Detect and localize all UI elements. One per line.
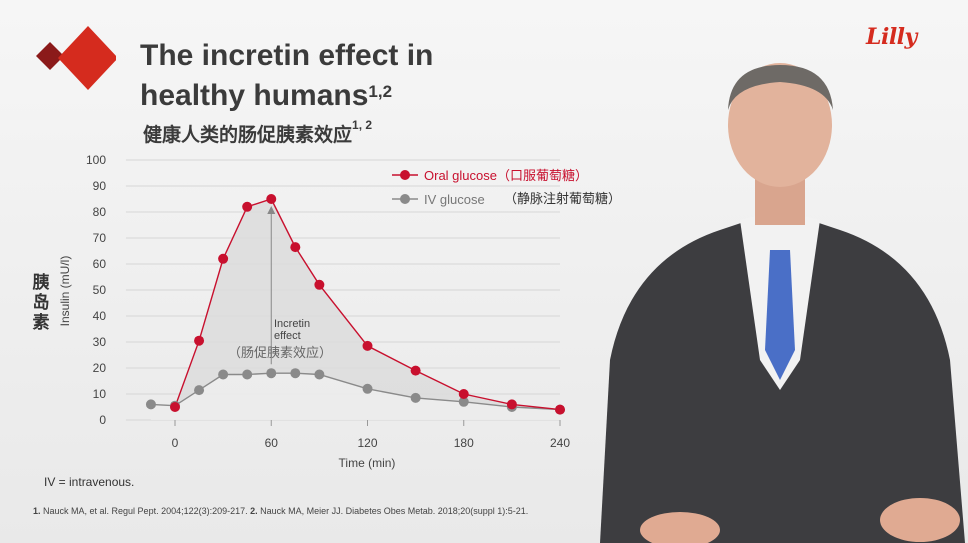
y-tick-label-100: 100	[86, 153, 106, 167]
y-tick-label-10: 10	[93, 387, 107, 401]
annotation-chinese: （肠促胰素效应）	[228, 345, 332, 360]
x-tick-label-120: 120	[357, 436, 377, 450]
y-tick-label-50: 50	[93, 283, 107, 297]
oral-glucose-point-6	[314, 279, 325, 290]
ref-2-text: Nauck MA, Meier JJ. Diabetes Obes Metab.…	[257, 506, 529, 516]
oral-glucose-point-10	[506, 399, 517, 410]
iv-glucose-point-9	[410, 392, 421, 403]
title-superscript: 1,2	[368, 82, 393, 101]
oral-glucose-point-8	[410, 365, 421, 376]
x-tick-label-60: 60	[265, 436, 279, 450]
oral-glucose-point-3	[242, 201, 253, 212]
chart-ticks: 0 10 20 30 40 50 60 70 80 90 100 0 60 120 180 240	[86, 153, 570, 450]
oral-glucose-line	[174, 198, 561, 411]
references: 1. Nauck MA, et al. Regul Pept. 2004;122…	[33, 506, 528, 516]
iv-glucose-point-2	[194, 385, 205, 396]
legend-iv-marker	[400, 194, 410, 204]
annotation-line-1: Incretin	[274, 318, 310, 330]
title-line-1: The incretin effect in	[140, 39, 434, 72]
legend-oral-name-cn: （口服葡萄糖）	[497, 168, 588, 183]
ref-2-number: 2.	[250, 506, 258, 516]
iv-glucose-point-0	[145, 399, 156, 410]
iv-area	[150, 373, 560, 420]
chart-areas	[150, 199, 560, 420]
oral-glucose-point-7	[362, 340, 373, 351]
subtitle-superscript: 1, 2	[352, 118, 373, 132]
x-tick-label-240: 240	[550, 436, 570, 450]
oral-glucose-point-5	[290, 242, 301, 253]
x-tick-label-180: 180	[454, 436, 474, 450]
x-axis-title: Time (min)	[339, 456, 396, 470]
oral-glucose-point-1	[194, 335, 205, 346]
oral-glucose-point-4	[266, 194, 277, 204]
y-tick-label-0: 0	[99, 413, 106, 427]
y-tick-label-70: 70	[93, 231, 107, 245]
iv-glucose-point-7	[314, 369, 325, 380]
x-tick-label-0: 0	[172, 436, 179, 450]
abbreviation-footnote: IV = intravenous.	[44, 475, 135, 489]
y-tick-label-30: 30	[93, 335, 107, 349]
y-axis-title: Insulin (mU/l)	[58, 256, 72, 327]
y-tick-label-20: 20	[93, 361, 107, 375]
legend-oral-label: Oral glucose（口服葡萄糖）	[424, 168, 588, 183]
incretin-arrowhead-top	[267, 206, 276, 214]
legend-oral-name: Oral glucose	[424, 168, 497, 183]
y-cn-char-2: 岛	[33, 292, 50, 312]
subtitle-text: 健康人类的肠促胰素效应	[143, 125, 353, 146]
page-title: The incretin effect in healthy humans1,2	[140, 36, 580, 116]
oral-glucose-point-11	[555, 404, 565, 415]
iv-glucose-point-8	[362, 383, 373, 394]
y-tick-label-90: 90	[93, 179, 107, 193]
lilly-logo: Lilly	[866, 24, 917, 50]
legend-iv-name-cn: （静脉注射葡萄糖）	[504, 191, 621, 206]
iv-glucose-point-4	[242, 369, 253, 380]
chart-legend: Oral glucose（口服葡萄糖） IV glucose （静脉注射葡萄糖）	[392, 168, 621, 207]
incretin-annotation: Incretin effect （肠促胰素效应）	[228, 206, 332, 365]
iv-glucose-point-10	[458, 396, 469, 407]
y-tick-label-80: 80	[93, 205, 107, 219]
iv-glucose-point-5	[266, 368, 277, 379]
y-axis-title-chinese: 胰 岛 素	[33, 272, 50, 332]
y-cn-char-1: 胰	[33, 272, 50, 292]
annotation-line-2: effect	[274, 330, 301, 342]
diamond-logo-icon	[36, 26, 116, 90]
presenter-image	[600, 63, 965, 543]
legend-iv-name: IV glucose	[424, 192, 485, 207]
iv-glucose-point-6	[290, 368, 301, 379]
ref-1-text: Nauck MA, et al. Regul Pept. 2004;122(3)…	[40, 506, 251, 516]
oral-glucose-point-2	[218, 253, 229, 264]
subtitle-chinese: 健康人类的肠促胰素效应1, 2	[143, 118, 373, 147]
y-tick-label-40: 40	[93, 309, 107, 323]
oral-glucose-point-9	[458, 389, 469, 399]
ref-1-number: 1.	[33, 506, 41, 516]
iv-glucose-point-3	[218, 369, 229, 380]
chart-series	[145, 194, 565, 415]
y-tick-label-60: 60	[93, 257, 107, 271]
y-cn-char-3: 素	[33, 313, 50, 332]
oral-glucose-point-0	[170, 402, 180, 412]
legend-oral-marker	[400, 170, 410, 180]
title-line-2: healthy humans	[140, 79, 369, 112]
